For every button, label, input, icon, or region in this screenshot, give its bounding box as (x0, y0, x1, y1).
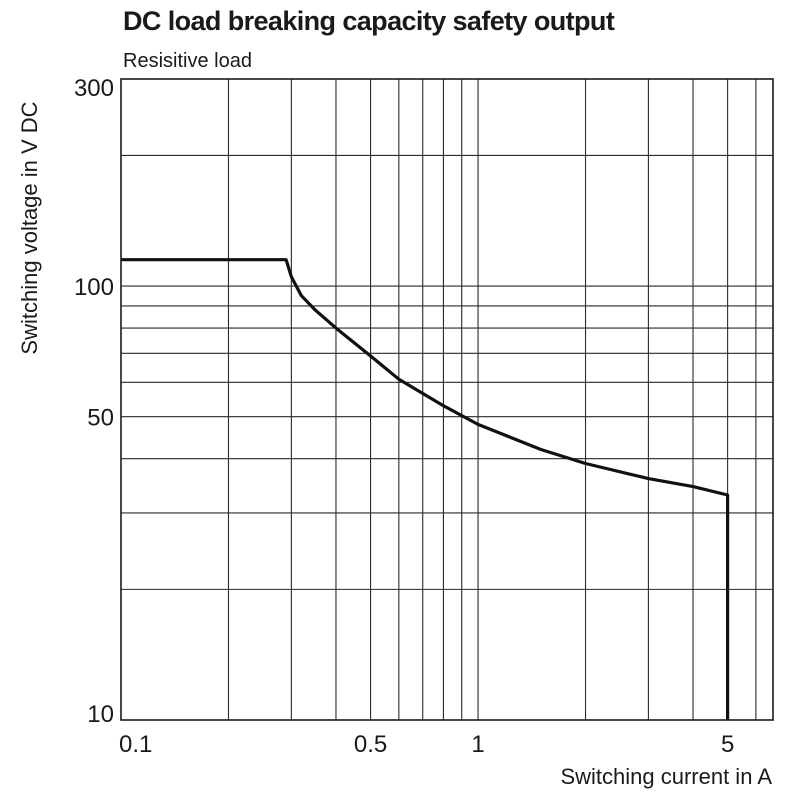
x-tick-label: 0.1 (119, 731, 152, 758)
plot-frame (120, 78, 774, 721)
y-tick-labels: 10 50 100 300 (74, 75, 114, 728)
x-axis-label: Switching current in A (560, 764, 772, 789)
y-tick-label: 100 (74, 274, 114, 301)
x-tick-label: 5 (721, 731, 734, 758)
y-tick-label: 50 (87, 405, 114, 432)
x-tick-labels: 0.1 0.5 1 5 (119, 731, 734, 758)
series-line (121, 258, 730, 720)
gridlines (121, 78, 773, 720)
y-tick-label: 10 (87, 701, 114, 728)
y-axis-label: Switching voltage in V DC (17, 101, 42, 354)
x-tick-label: 0.5 (354, 731, 387, 758)
chart-title: DC load breaking capacity safety output (123, 6, 615, 36)
x-tick-label: 1 (471, 731, 484, 758)
chart-subtitle: Resisitive load (123, 50, 252, 72)
y-tick-label: 300 (74, 75, 114, 102)
